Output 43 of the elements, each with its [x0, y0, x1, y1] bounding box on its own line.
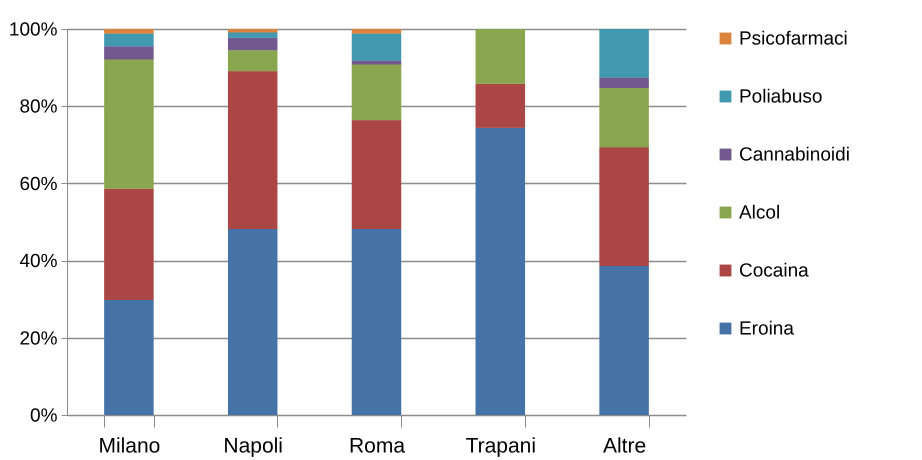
- legend-label: Cocaina: [739, 260, 810, 282]
- bar: [104, 188, 154, 300]
- bar: [476, 128, 526, 415]
- bar: [104, 34, 154, 46]
- bar: [228, 50, 278, 72]
- bar: [228, 38, 278, 50]
- bar: [352, 228, 402, 415]
- bar: [476, 84, 526, 128]
- x-tick-label: Trapani: [466, 434, 536, 458]
- legend-label: Eroina: [739, 318, 794, 340]
- y-tick-label: 60%: [19, 174, 58, 195]
- legend-label: Psicofarmaci: [739, 28, 848, 50]
- bar: [352, 29, 402, 34]
- bar: [228, 32, 278, 38]
- y-tick-label: 0%: [30, 406, 58, 426]
- bar: [228, 29, 278, 32]
- bar: [104, 59, 154, 189]
- bar: [599, 29, 649, 78]
- bar: [352, 64, 402, 120]
- bar: [599, 88, 649, 148]
- y-tick-label: 20%: [19, 328, 58, 350]
- bar: [228, 71, 278, 229]
- x-tick-label: Altre: [603, 434, 646, 458]
- bar: [104, 29, 154, 34]
- bar: [352, 60, 402, 65]
- x-tick-label: Napoli: [223, 434, 283, 458]
- bar: [599, 148, 649, 266]
- y-tick-label: 100%: [8, 20, 58, 40]
- bar: [104, 46, 154, 60]
- bar: [476, 29, 526, 84]
- y-tick-label: 40%: [19, 251, 58, 272]
- bar: [104, 300, 154, 415]
- bar: [599, 78, 649, 88]
- bar: [352, 120, 402, 229]
- x-tick-label: Milano: [98, 434, 160, 458]
- y-tick-label: 80%: [19, 96, 58, 118]
- legend-label: Alcol: [739, 202, 780, 224]
- x-tick-label: Roma: [348, 434, 406, 458]
- bar: [352, 34, 402, 61]
- legend-label: Cannabinoidi: [739, 144, 850, 166]
- bar: [228, 228, 278, 415]
- bar: [599, 266, 649, 415]
- legend-label: Poliabuso: [739, 86, 822, 108]
